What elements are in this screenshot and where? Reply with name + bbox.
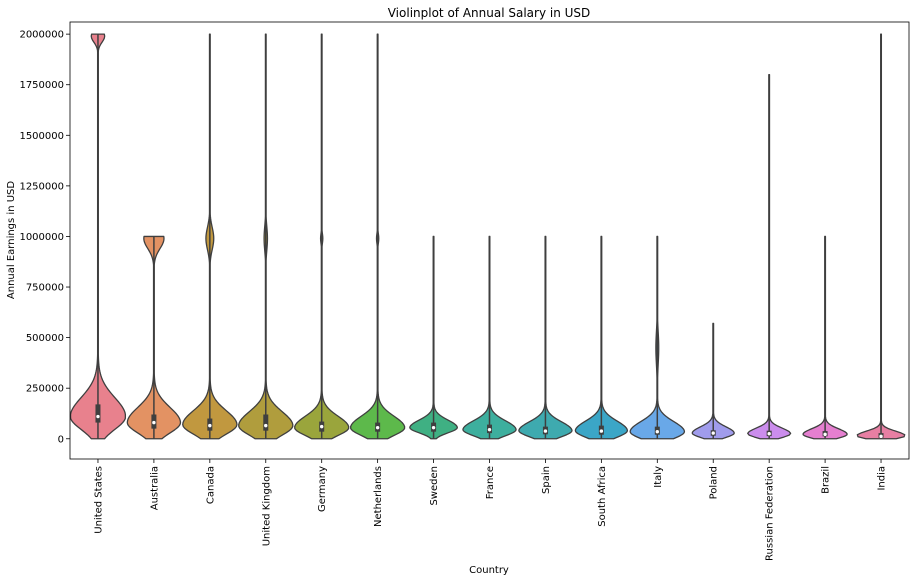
y-tick-label: 0 [58, 434, 64, 445]
violin-spain [518, 235, 573, 440]
y-tick-label: 1000000 [19, 232, 64, 243]
violin-iqr-box [263, 414, 269, 431]
violin-median [375, 425, 380, 430]
y-tick-label: 500000 [26, 333, 64, 344]
violin-united-states [69, 33, 127, 440]
violin-median [264, 423, 268, 428]
x-tick-label: India [877, 466, 888, 491]
y-tick-label: 1750000 [19, 80, 64, 91]
x-axis: United States Australia Canada United Kingd… [93, 459, 888, 561]
violin-median [320, 424, 324, 429]
violin-median [431, 425, 436, 430]
x-tick-label: Australia [149, 466, 160, 510]
violin-france [462, 235, 517, 440]
y-tick-label: 750000 [26, 283, 64, 294]
violin-india [856, 33, 906, 440]
x-tick-label: Germany [317, 466, 328, 512]
x-tick-label: Netherlands [373, 466, 384, 527]
y-axis-label: Annual Earnings in USD [6, 181, 17, 299]
violin-median [543, 429, 548, 433]
violin-median [599, 429, 604, 433]
x-tick-label: Spain [541, 466, 552, 494]
violin-south-africa [574, 235, 629, 440]
y-axis: 0 250000 500000 750000 1000000 1250000 1500000… [19, 30, 70, 445]
y-tick-label: 250000 [26, 384, 64, 395]
violin-median [655, 429, 659, 434]
y-tick-label: 2000000 [19, 30, 64, 41]
violin-canada [182, 33, 238, 440]
violin-russian-federation [747, 73, 792, 440]
violin-median [487, 427, 492, 432]
violin-median [208, 423, 212, 428]
violin-australia [126, 235, 182, 440]
violin-median [96, 414, 100, 419]
x-tick-label: United States [93, 466, 104, 534]
chart-title: Violinplot of Annual Salary in USD [388, 6, 591, 20]
x-tick-label: Poland [709, 466, 720, 499]
violin-iqr-box [95, 404, 101, 423]
violin-germany [294, 33, 350, 440]
violin-poland [691, 322, 735, 440]
x-tick-label: United Kingdom [261, 466, 272, 546]
violin-median [152, 420, 156, 425]
plot-area [69, 33, 906, 440]
y-tick-label: 1500000 [19, 131, 64, 142]
violin-united-kingdom [238, 33, 294, 440]
violin-median [767, 432, 771, 436]
x-tick-label: Italy [653, 466, 664, 488]
violin-brazil [802, 235, 848, 440]
x-axis-label: Country [469, 565, 509, 576]
x-tick-label: Russian Federation [765, 466, 776, 561]
violin-median [879, 434, 883, 439]
x-tick-label: Sweden [429, 466, 440, 506]
x-tick-label: Brazil [821, 466, 832, 494]
x-tick-label: France [485, 466, 496, 499]
violin-median [823, 432, 827, 437]
violin-netherlands [349, 33, 406, 440]
violin-median [711, 431, 715, 435]
violin-italy [629, 235, 686, 440]
x-tick-label: Canada [205, 466, 216, 504]
y-tick-label: 1250000 [19, 181, 64, 192]
violin-sweden [409, 235, 458, 440]
x-tick-label: South Africa [597, 466, 608, 527]
